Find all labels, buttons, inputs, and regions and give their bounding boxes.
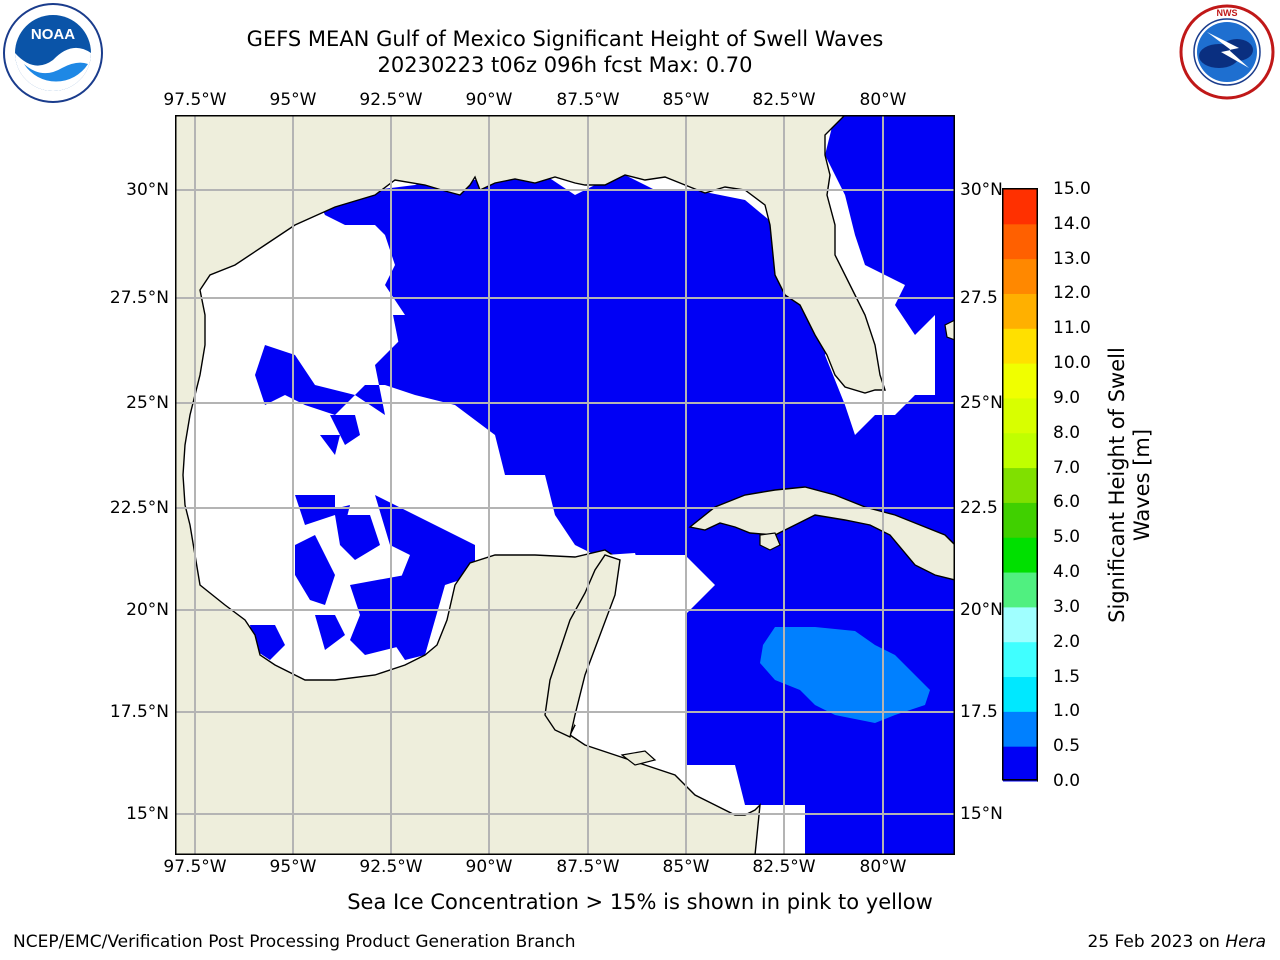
lon-label-top: 90°W — [465, 90, 513, 110]
lon-label-top: 95°W — [269, 90, 317, 110]
lat-label-right: 25°N — [960, 393, 1003, 413]
land-cuba — [688, 486, 955, 581]
colorbar-band — [1003, 363, 1037, 399]
chart-subtitle: 20230223 t06z 096h fcst Max: 0.70 — [377, 53, 753, 77]
lat-label-left: 30°N — [126, 180, 169, 200]
lat-label-left: 15°N — [126, 804, 169, 824]
lat-label-left: 25°N — [126, 393, 169, 413]
svg-text:NWS: NWS — [1217, 8, 1238, 18]
colorbar-tick-label: 8.0 — [1053, 422, 1081, 443]
colorbar-band — [1003, 189, 1037, 225]
lat-label-right: 20°N — [960, 600, 1003, 620]
colorbar-band — [1003, 572, 1037, 608]
lon-label-top: 92.5°W — [359, 90, 423, 110]
colorbar-band — [1003, 502, 1037, 538]
noaa-logo-text: NOAA — [31, 26, 75, 43]
lon-label-bottom: 90°W — [465, 857, 513, 877]
colorbar-tick-label: 12.0 — [1053, 283, 1091, 304]
colorbar-tick-label: 11.0 — [1053, 318, 1091, 339]
lon-label-bottom: 95°W — [269, 857, 317, 877]
nws-logo: NWS — [1179, 4, 1275, 100]
lon-label-bottom: 87.5°W — [556, 857, 620, 877]
colorbar-band — [1003, 711, 1037, 747]
lat-label-left: 17.5°N — [109, 702, 169, 722]
lat-label-right: 15°N — [960, 804, 1003, 824]
lon-label-top: 80°W — [859, 90, 907, 110]
colorbar-tick-label: 1.0 — [1053, 701, 1081, 722]
colorbar-tick-label: 10.0 — [1053, 353, 1091, 374]
colorbar-tick-label: 1.5 — [1053, 666, 1081, 687]
colorbar-tick-label: 9.0 — [1053, 387, 1081, 408]
lat-label-right: 17.5 — [960, 702, 998, 722]
footer-host: Hera — [1225, 932, 1266, 952]
colorbar-bands — [1003, 188, 1037, 782]
lon-label-top: 85°W — [662, 90, 710, 110]
colorbar-band — [1003, 397, 1037, 434]
footer-date: 25 Feb 2023 on Hera — [1088, 932, 1266, 952]
colorbar-tick-label: 2.0 — [1053, 631, 1081, 652]
colorbar-band — [1003, 676, 1037, 712]
colorbar-tick-label: 14.0 — [1053, 213, 1091, 234]
colorbar-band — [1003, 606, 1037, 643]
colorbar-band — [1003, 328, 1037, 364]
lat-label-left: 22.5°N — [109, 498, 169, 518]
colorbar-band — [1003, 746, 1037, 782]
map-border — [175, 115, 955, 855]
lon-label-bottom: 97.5°W — [163, 857, 227, 877]
lon-label-top: 87.5°W — [556, 90, 620, 110]
map — [175, 115, 955, 855]
colorbar-tick-label: 15.0 — [1053, 179, 1091, 199]
colorbar-label: Significant Height of Swell Waves [m] — [1105, 347, 1154, 623]
lat-label-right: 30°N — [960, 180, 1003, 200]
colorbar-tick-label: 6.0 — [1053, 492, 1081, 513]
lat-label-left: 20°N — [126, 600, 169, 620]
sea-ice-note: Sea Ice Concentration > 15% is shown in … — [347, 890, 933, 914]
lon-label-top: 97.5°W — [163, 90, 227, 110]
chart-title: GEFS MEAN Gulf of Mexico Significant Hei… — [246, 27, 884, 51]
colorbar-band — [1003, 467, 1037, 503]
colorbar-band — [1003, 293, 1037, 329]
colorbar-tick-label: 3.0 — [1053, 596, 1081, 617]
colorbar-band — [1003, 641, 1037, 678]
colorbar — [1002, 188, 1038, 782]
colorbar-tick-label: 7.0 — [1053, 457, 1081, 478]
colorbar-tick-label: 4.0 — [1053, 562, 1081, 583]
lon-label-top: 82.5°W — [752, 90, 816, 110]
colorbar-band — [1003, 223, 1037, 260]
graticule — [175, 115, 955, 855]
footer-producer: NCEP/EMC/Verification Post Processing Pr… — [13, 932, 576, 952]
lat-label-right: 27.5 — [960, 288, 998, 308]
colorbar-band — [1003, 537, 1037, 573]
lat-label-right: 22.5 — [960, 498, 998, 518]
lon-label-bottom: 92.5°W — [359, 857, 423, 877]
land-isla-juventud — [759, 532, 781, 551]
colorbar-tick-label: 13.0 — [1053, 248, 1091, 269]
lon-label-bottom: 80°W — [859, 857, 907, 877]
lon-label-bottom: 85°W — [662, 857, 710, 877]
colorbar-tick-label: 0.0 — [1053, 771, 1081, 791]
noaa-logo: NOAA — [3, 3, 103, 103]
colorbar-band — [1003, 258, 1037, 294]
colorbar-tick-label: 5.0 — [1053, 527, 1081, 548]
lat-label-left: 27.5°N — [109, 288, 169, 308]
colorbar-band — [1003, 432, 1037, 469]
colorbar-tick-label: 0.5 — [1053, 736, 1081, 757]
lon-label-bottom: 82.5°W — [752, 857, 816, 877]
footer-date-text: 25 Feb 2023 on — [1087, 932, 1220, 952]
